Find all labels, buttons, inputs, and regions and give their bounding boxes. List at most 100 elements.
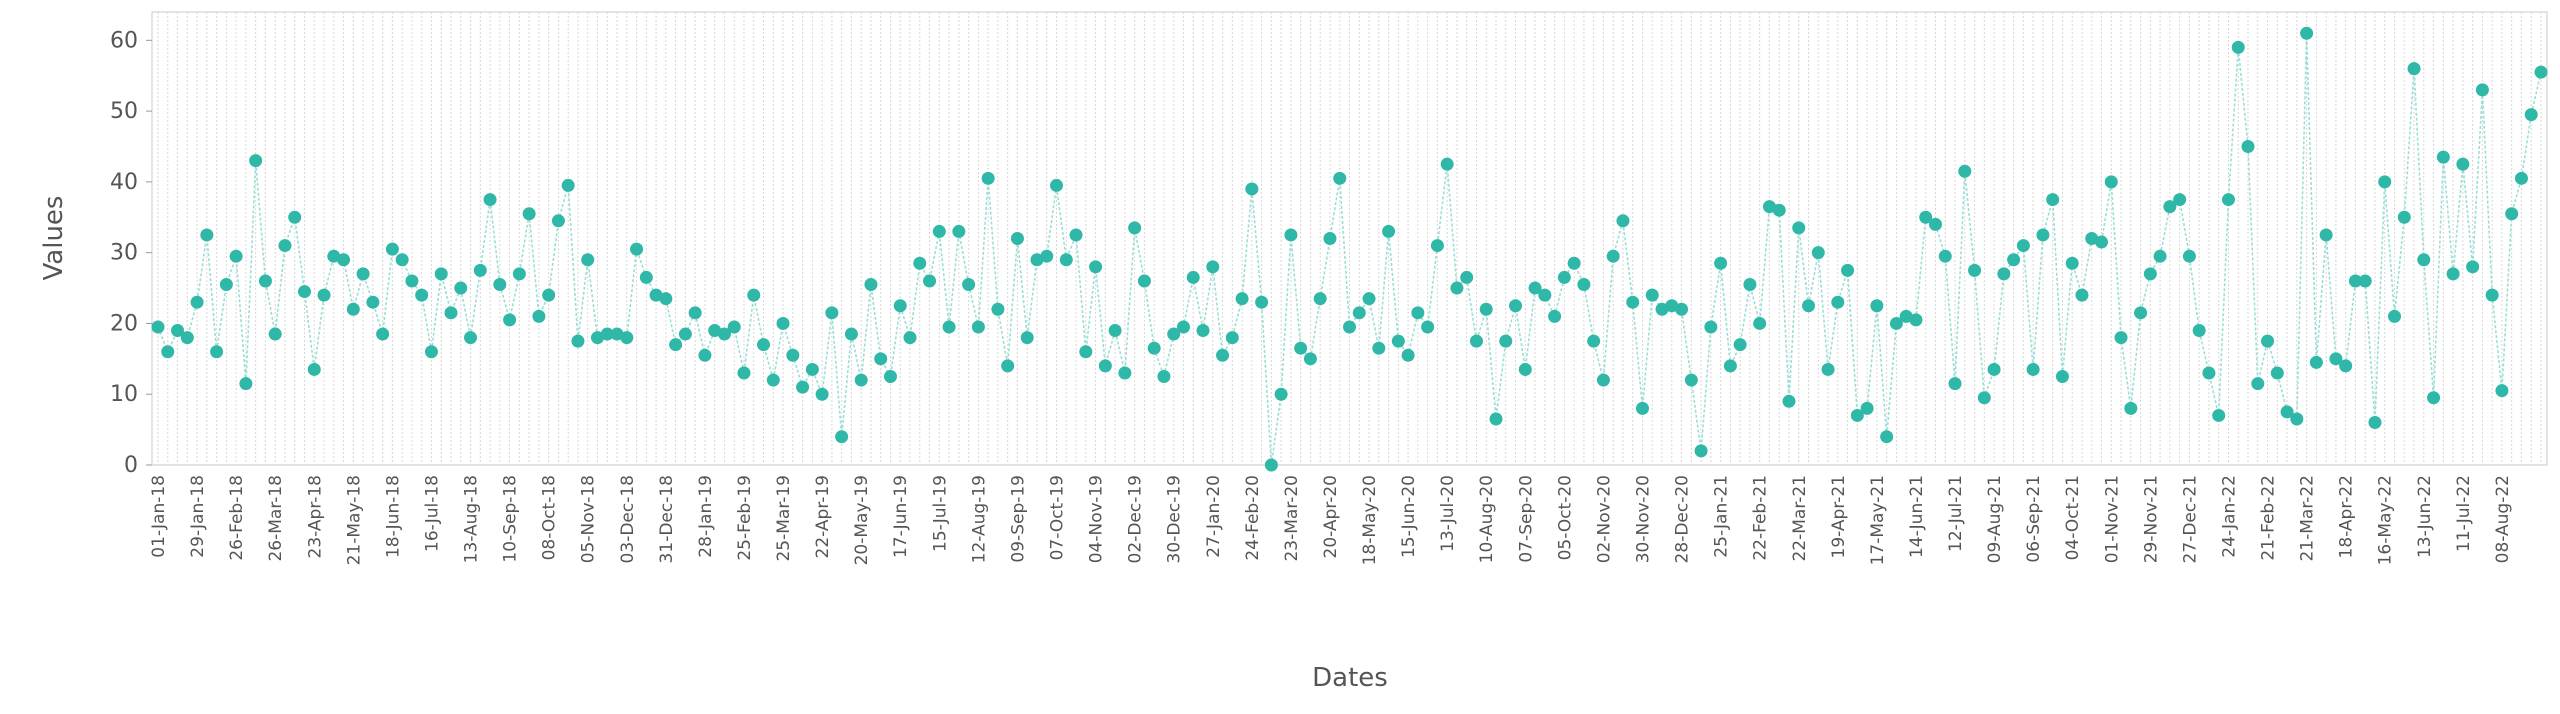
marker [1294, 341, 1308, 355]
marker [2270, 366, 2284, 380]
marker [678, 327, 692, 341]
marks [151, 26, 2548, 472]
marker [337, 253, 351, 267]
x-tick-label: 05-Nov-18 [579, 475, 599, 563]
marker [1948, 377, 1962, 391]
marker [532, 309, 546, 323]
marker [1186, 270, 1200, 284]
marker [883, 370, 897, 384]
marker [229, 249, 243, 263]
marker [600, 327, 614, 341]
marker [307, 362, 321, 376]
marker [542, 288, 556, 302]
marker [1303, 352, 1317, 366]
marker [1069, 228, 1083, 242]
marker [180, 331, 194, 345]
marker [923, 274, 937, 288]
marker [385, 242, 399, 256]
marker [991, 302, 1005, 316]
marker [708, 324, 722, 338]
x-tick-label: 06-Sep-21 [2024, 475, 2044, 563]
x-tick-label: 22-Feb-21 [1751, 475, 1771, 561]
marker [1987, 362, 2001, 376]
marker [2280, 405, 2294, 419]
marker [815, 387, 829, 401]
marker [1753, 316, 1767, 330]
marker [727, 320, 741, 334]
marker [1245, 182, 1259, 196]
x-tick-label: 03-Dec-18 [618, 475, 638, 563]
marker [1509, 299, 1523, 313]
x-tick-label: 02-Dec-19 [1126, 475, 1146, 563]
marker [1616, 214, 1630, 228]
marker [2182, 249, 2196, 263]
x-tick-label: 16-Jul-18 [422, 475, 442, 552]
marker [2241, 139, 2255, 153]
x-tick-label: 30-Dec-19 [1165, 475, 1185, 563]
marker [1928, 217, 1942, 231]
marker [2085, 232, 2099, 245]
x-tick-label: 05-Oct-20 [1555, 475, 1575, 560]
marker [356, 267, 370, 281]
marker [2036, 228, 2050, 242]
marker [1157, 370, 1171, 384]
x-tick-label: 29-Nov-21 [2141, 475, 2161, 563]
marker [522, 207, 536, 221]
marker [1499, 334, 1513, 348]
marker [1909, 313, 1923, 327]
marker [2114, 331, 2128, 345]
marker [1137, 274, 1151, 288]
marker [1108, 324, 1122, 338]
marker [151, 320, 165, 334]
marker [1264, 458, 1278, 472]
marker [737, 366, 751, 380]
marker [2290, 412, 2304, 426]
marker [1176, 320, 1190, 334]
marker [1050, 178, 1064, 192]
marker [2163, 200, 2177, 214]
marker [1841, 263, 1855, 277]
marker [688, 306, 702, 320]
x-tick-label: 26-Mar-18 [266, 475, 286, 562]
marker [1772, 203, 1786, 217]
y-axis-label: Values [39, 196, 69, 281]
marker [913, 256, 927, 270]
marker [1352, 306, 1366, 320]
marker [893, 299, 907, 313]
marker [1675, 302, 1689, 316]
marker [2368, 416, 2382, 430]
marker [1606, 249, 1620, 263]
marker [981, 171, 995, 185]
marker [2348, 274, 2362, 288]
marker [1255, 295, 1269, 309]
marker [2309, 355, 2323, 369]
marker [1382, 224, 1396, 238]
x-tick-label: 01-Jan-18 [149, 475, 169, 558]
marker [2388, 309, 2402, 323]
marker [2231, 40, 2245, 54]
marker [1343, 320, 1356, 334]
marker [2055, 370, 2069, 384]
marker [219, 278, 233, 292]
marker [649, 288, 663, 302]
x-tick-label: 09-Sep-19 [1008, 475, 1028, 563]
x-tick-label: 21-Mar-22 [2298, 475, 2318, 562]
marker [1596, 373, 1610, 387]
marker [766, 373, 780, 387]
marker [1372, 341, 1386, 355]
y-tick-label: 0 [124, 453, 138, 478]
marker [1225, 331, 1239, 345]
marker [962, 278, 976, 292]
x-tick-label: 12-Aug-19 [969, 475, 989, 563]
marker [1626, 295, 1640, 309]
x-tick-label: 15-Jul-19 [930, 475, 950, 552]
marker [2075, 288, 2089, 302]
marker [2456, 157, 2470, 171]
marker [1001, 359, 1015, 373]
x-tick-label: 23-Mar-20 [1282, 475, 1302, 562]
marker [1460, 270, 1474, 284]
marker [1196, 324, 1210, 338]
marker [473, 263, 487, 277]
marker [1040, 249, 1054, 263]
marker [1557, 270, 1571, 284]
